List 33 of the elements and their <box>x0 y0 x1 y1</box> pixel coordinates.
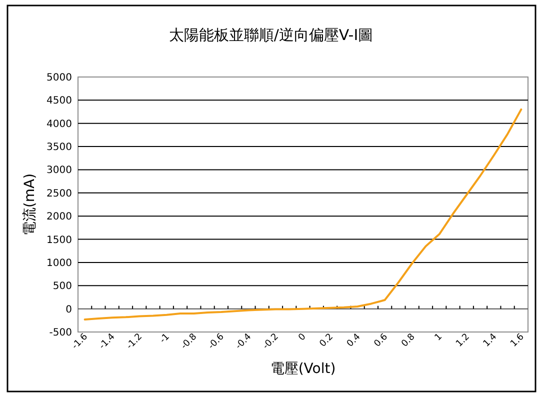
chart-title: 太陽能板並聯順/逆向偏壓V-I圖 <box>168 26 374 44</box>
x-tick-label: -1.2 <box>124 332 144 352</box>
x-tick-label: -1 <box>158 332 172 346</box>
y-tick-label: 0 <box>66 304 72 316</box>
x-tick-label: 0.4 <box>345 332 363 350</box>
y-tick-label: 1500 <box>46 234 72 246</box>
x-tick-label: -1.6 <box>70 332 90 352</box>
x-tick-label: 1 <box>433 332 444 344</box>
y-tick-label: 1000 <box>46 258 72 269</box>
y-tick-label: 500 <box>52 281 72 292</box>
x-tick-label: -1.4 <box>98 332 118 352</box>
x-tick-label: 0 <box>296 332 308 344</box>
x-tick-label: 1.2 <box>454 332 472 350</box>
x-tick-label: 1.4 <box>482 332 500 350</box>
y-tick-label: 2000 <box>46 212 72 223</box>
y-axis-title: 電流(mA) <box>22 173 38 236</box>
x-tick-label: 1.6 <box>509 332 526 350</box>
x-tick-label: 0.2 <box>318 332 336 350</box>
y-tick-label: 4000 <box>46 118 72 130</box>
x-tick-label: -0.4 <box>234 332 254 352</box>
x-axis-title: 電壓(Volt) <box>270 361 336 377</box>
y-tick-label: 3500 <box>46 142 72 154</box>
line-series <box>84 108 522 320</box>
y-tick-label: 3000 <box>46 165 72 176</box>
y-tick-label: 2500 <box>46 188 72 200</box>
x-tick-label: -0.2 <box>261 332 281 352</box>
x-tick-label: 0.6 <box>372 332 390 350</box>
x-tick-label: -0.8 <box>180 332 200 352</box>
x-tick-label: -0.6 <box>206 332 226 352</box>
y-tick-label: 5000 <box>46 72 72 84</box>
y-tick-label: -500 <box>49 328 72 338</box>
x-tick-label: 0.8 <box>400 332 418 350</box>
y-tick-label: 4500 <box>46 96 72 107</box>
